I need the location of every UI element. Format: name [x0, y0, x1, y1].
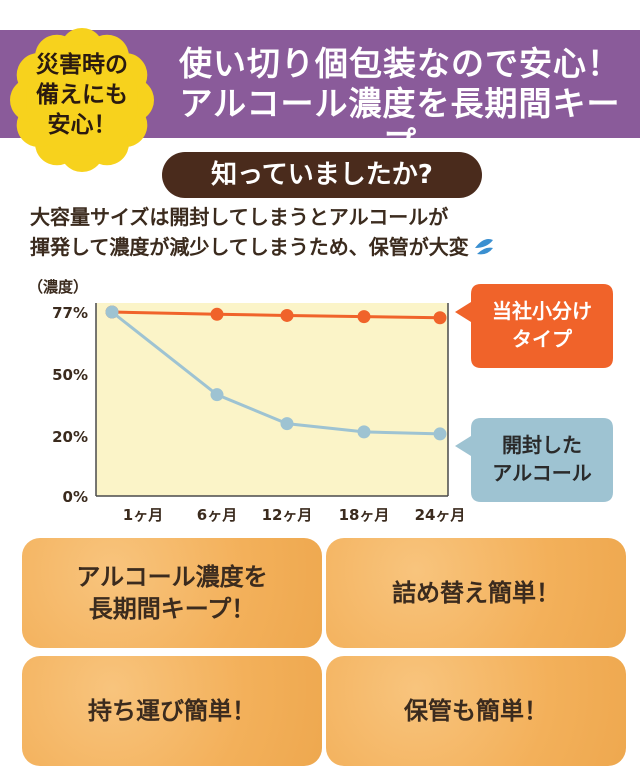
series-1-label: 当社小分け — [492, 299, 592, 323]
feature-2-line-1: 詰め替え簡単！ — [392, 579, 560, 607]
series-2-point — [433, 427, 447, 441]
plot-area — [96, 303, 448, 496]
badge-line-1: 災害時の — [36, 52, 128, 78]
series-1-callout — [455, 284, 613, 368]
series-2-callout — [455, 418, 613, 502]
series-1-point — [210, 307, 224, 321]
x-tick-label: 6ヶ月 — [197, 506, 237, 524]
feature-4-line-1: 保管も簡単！ — [404, 697, 548, 725]
series-2-point — [210, 388, 224, 402]
feature-easy-storage: 保管も簡単！ — [326, 656, 626, 766]
y-axis-label: （濃度） — [28, 278, 88, 296]
header-title-line-1: 使い切り個包装なので安心！ — [179, 44, 621, 83]
series-2-point — [105, 305, 119, 319]
question-pill: 知っていましたか? — [162, 152, 482, 198]
y-tick-label: 20% — [52, 428, 88, 446]
series-1-point — [357, 310, 371, 324]
description-line-2: 揮発して濃度が減少してしまうため、保管が大変 — [30, 232, 630, 262]
description-line-2-text: 揮発して濃度が減少してしまうため、保管が大変 — [30, 235, 469, 259]
feature-1-line-2: 長期間キープ！ — [88, 595, 256, 623]
badge-flower-icon — [10, 28, 154, 172]
series-1-label: タイプ — [512, 327, 573, 351]
series-2-label: 開封した — [502, 433, 582, 457]
x-tick-label: 1ヶ月 — [123, 506, 163, 524]
y-tick-label: 50% — [52, 366, 88, 384]
series-2-label: アルコール — [492, 461, 591, 485]
feature-long-keep: アルコール濃度を 長期間キープ！ — [22, 538, 322, 648]
badge-line-2: 備えにも — [36, 82, 128, 108]
badge-text: 災害時の 備えにも 安心！ — [8, 50, 156, 140]
description-line-1: 大容量サイズは開封してしまうとアルコールが — [30, 205, 449, 229]
header-title-line-2: アルコール濃度を長期間キープ — [179, 84, 621, 163]
description: 大容量サイズは開封してしまうとアルコールが 揮発して濃度が減少してしまうため、保… — [30, 202, 630, 262]
header-title: 使い切り個包装なので安心！ アルコール濃度を長期間キープ — [165, 44, 635, 164]
series-1-point — [280, 308, 294, 322]
feature-easy-refill: 詰め替え簡単！ — [326, 538, 626, 648]
x-tick-label: 12ヶ月 — [262, 506, 313, 524]
x-tick-label: 18ヶ月 — [339, 506, 390, 524]
feature-easy-carry: 持ち運び簡単！ — [22, 656, 322, 766]
concentration-chart: （濃度） 0% 20% 50% 77% 1ヶ月 6ヶ月 12ヶ月 18ヶ月 24ヶ月 当社小分… — [28, 278, 613, 524]
feature-3-line-1: 持ち運び簡単！ — [88, 697, 256, 725]
badge-line-3: 安心！ — [47, 112, 117, 138]
x-tick-label: 24ヶ月 — [415, 506, 466, 524]
y-tick-label: 0% — [63, 488, 88, 506]
series-1-point — [433, 311, 447, 325]
series-2-point — [280, 417, 294, 431]
sweat-drop-icon — [474, 239, 493, 255]
y-tick-label: 77% — [52, 304, 88, 322]
series-2-point — [357, 425, 371, 439]
feature-1-line-1: アルコール濃度を — [76, 563, 268, 591]
